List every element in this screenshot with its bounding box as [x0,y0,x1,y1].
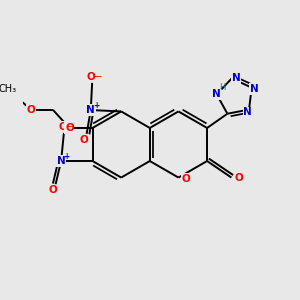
Text: N: N [232,74,240,83]
Text: O: O [58,122,67,132]
Text: CH₃: CH₃ [0,84,16,94]
Text: −: − [94,72,103,82]
Text: N: N [243,107,252,117]
Text: H: H [220,83,226,92]
Text: N: N [86,105,95,115]
Text: O: O [235,172,244,183]
Text: O: O [49,185,57,195]
Text: O: O [86,72,95,82]
Text: O: O [182,174,190,184]
Text: +: + [93,100,99,109]
Text: O: O [65,123,74,133]
Text: O: O [27,105,36,115]
Text: N: N [250,84,259,94]
Text: N: N [57,156,65,166]
Text: O: O [80,135,88,145]
Text: +: + [64,152,70,160]
Text: −: − [66,122,74,132]
Text: N: N [212,89,221,100]
